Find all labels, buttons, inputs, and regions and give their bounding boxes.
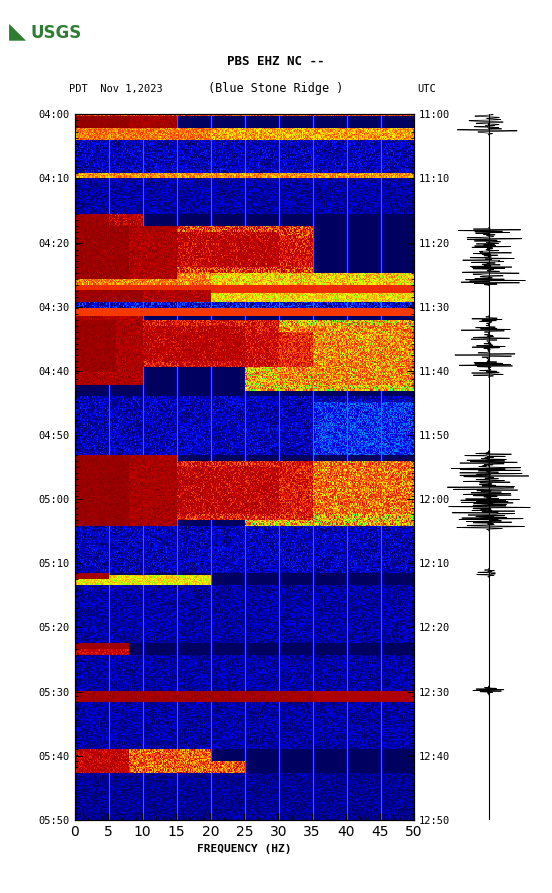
- Text: ◣: ◣: [9, 21, 26, 41]
- Text: PBS EHZ NC --: PBS EHZ NC --: [227, 55, 325, 68]
- X-axis label: FREQUENCY (HZ): FREQUENCY (HZ): [197, 844, 291, 855]
- Text: (Blue Stone Ridge ): (Blue Stone Ridge ): [208, 82, 344, 95]
- FancyBboxPatch shape: [6, 9, 33, 58]
- Text: PDT  Nov 1,2023: PDT Nov 1,2023: [69, 84, 163, 94]
- Text: USGS: USGS: [31, 24, 82, 43]
- Text: UTC: UTC: [417, 84, 436, 94]
